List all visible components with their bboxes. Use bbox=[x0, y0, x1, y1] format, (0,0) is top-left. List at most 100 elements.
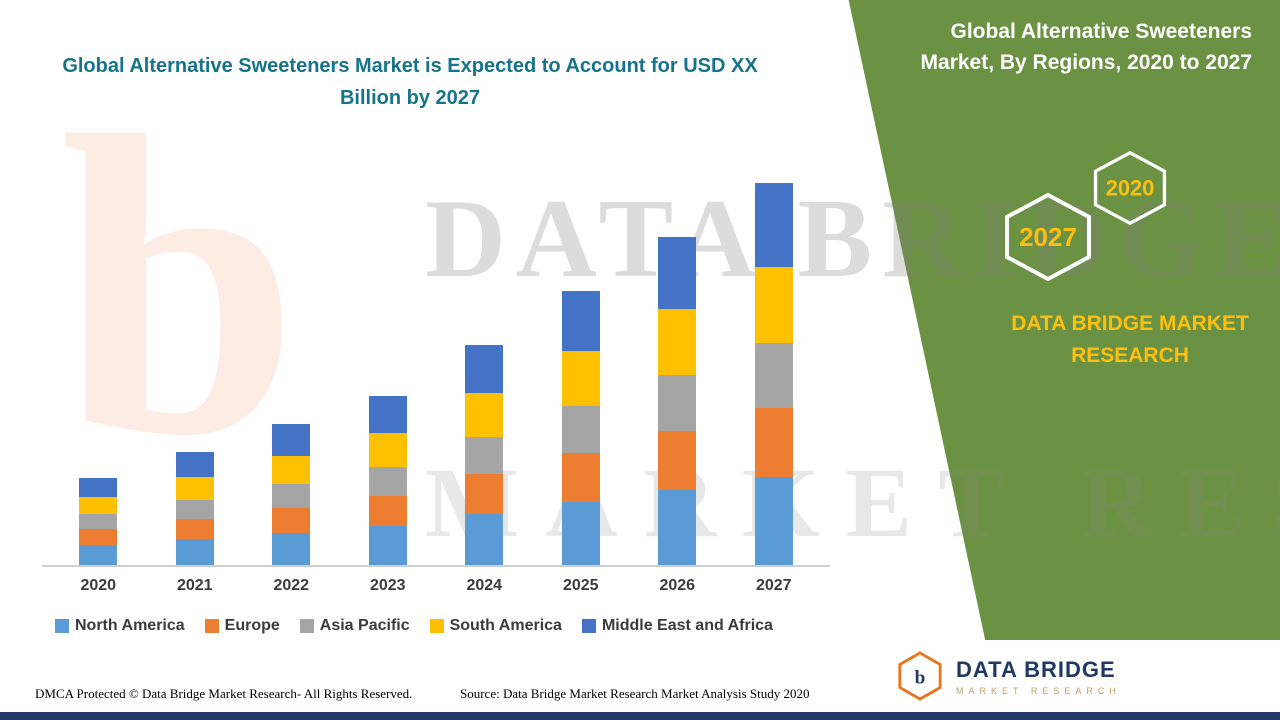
bar-2023 bbox=[368, 396, 407, 565]
bar-segment-south-america bbox=[368, 433, 407, 467]
bar-chart-columns bbox=[50, 180, 822, 565]
logo-name: DATA BRIDGE bbox=[956, 656, 1116, 682]
x-axis-line bbox=[42, 565, 830, 567]
x-axis-labels: 2020 2021 2022 2023 2024 2025 2026 2027 bbox=[50, 577, 822, 595]
legend-item-middle-east-and-africa: Middle East and Africa bbox=[581, 617, 773, 635]
hexagon-2027-label: 2027 bbox=[1019, 222, 1077, 252]
bar-segment-asia-pacific bbox=[272, 484, 311, 508]
source-note: Source: Data Bridge Market Research Mark… bbox=[460, 686, 810, 701]
bar-segment-middle-east-and-africa bbox=[272, 424, 311, 456]
logo-hexagon-outline bbox=[898, 651, 942, 701]
chart-title: Global Alternative Sweeteners Market is … bbox=[62, 55, 758, 109]
legend: North America Europe Asia Pacific South Ame… bbox=[55, 617, 773, 635]
hexagon-2027: 2027 bbox=[1005, 192, 1091, 282]
bar-segment-europe bbox=[368, 496, 407, 526]
bar-segment-middle-east-and-africa bbox=[465, 345, 504, 393]
bar-column-2021 bbox=[147, 452, 244, 565]
x-axis-label-2025: 2025 bbox=[562, 577, 599, 594]
x-axis-label-2021: 2021 bbox=[176, 577, 213, 594]
bar-segment-north-america bbox=[175, 539, 214, 565]
bar-2027 bbox=[754, 183, 793, 565]
legend-item-asia-pacific: Asia Pacific bbox=[299, 617, 410, 635]
bottom-navy-strip bbox=[0, 712, 1280, 720]
bar-segment-north-america bbox=[561, 502, 600, 565]
bar-segment-europe bbox=[754, 408, 793, 477]
bar-segment-middle-east-and-africa bbox=[658, 237, 697, 309]
bar-segment-south-america bbox=[272, 456, 311, 484]
bar-segment-europe bbox=[658, 431, 697, 490]
legend-swatch bbox=[204, 619, 219, 633]
bar-segment-middle-east-and-africa bbox=[561, 291, 600, 351]
x-axis-label-2020: 2020 bbox=[80, 577, 117, 594]
bar-2025 bbox=[561, 291, 600, 565]
bar-segment-middle-east-and-africa bbox=[175, 452, 214, 477]
bar-segment-europe bbox=[79, 529, 118, 545]
bar-2021 bbox=[175, 452, 214, 565]
hexagon-2020: 2020 bbox=[1093, 150, 1167, 226]
bar-2022 bbox=[272, 424, 311, 565]
x-axis-label-2023: 2023 bbox=[369, 577, 406, 594]
bar-segment-south-america bbox=[79, 497, 118, 514]
bar-segment-asia-pacific bbox=[658, 375, 697, 431]
bar-segment-south-america bbox=[561, 351, 600, 406]
legend-item-south-america: South America bbox=[429, 617, 562, 635]
bar-segment-north-america bbox=[465, 514, 504, 565]
legend-swatch bbox=[581, 619, 596, 633]
brand-wordmark: DATA BRIDGE MARKET RESEARCH bbox=[1011, 312, 1249, 367]
bar-segment-south-america bbox=[175, 477, 214, 500]
bar-segment-europe bbox=[561, 453, 600, 502]
legend-swatch bbox=[299, 619, 314, 633]
logo-subtitle: MARKET RESEARCH bbox=[956, 685, 1121, 696]
bar-segment-europe bbox=[272, 508, 311, 533]
x-axis-label-2024: 2024 bbox=[466, 577, 503, 594]
bar-segment-south-america bbox=[754, 267, 793, 343]
bar-segment-middle-east-and-africa bbox=[368, 396, 407, 433]
panel-title: Global Alternative Sweeteners Market, By… bbox=[920, 20, 1252, 74]
dmca-notice: DMCA Protected © Data Bridge Market Rese… bbox=[35, 686, 413, 701]
hexagon-2020-label: 2020 bbox=[1106, 176, 1155, 201]
legend-swatch bbox=[55, 619, 69, 633]
bar-column-2020 bbox=[50, 478, 147, 565]
hexagon-2027-outline bbox=[1005, 192, 1091, 282]
logo-monogram: b bbox=[915, 668, 926, 689]
bar-segment-asia-pacific bbox=[175, 500, 214, 519]
bar-column-2025 bbox=[533, 291, 630, 565]
bar-segment-north-america bbox=[658, 490, 697, 565]
x-axis-label-2026: 2026 bbox=[659, 577, 696, 594]
bar-2026 bbox=[658, 237, 697, 565]
legend-label: Asia Pacific bbox=[319, 617, 410, 634]
x-axis-label-2022: 2022 bbox=[273, 577, 310, 594]
legend-item-europe: Europe bbox=[204, 617, 280, 635]
bar-segment-asia-pacific bbox=[465, 437, 504, 474]
bar-column-2023 bbox=[340, 396, 437, 565]
bar-segment-south-america bbox=[465, 393, 504, 437]
bar-column-2024 bbox=[436, 345, 533, 565]
hexagon-2020-outline bbox=[1093, 150, 1167, 226]
bar-segment-north-america bbox=[368, 526, 407, 565]
logo-hexagon-icon: b bbox=[898, 651, 942, 701]
bar-segment-asia-pacific bbox=[79, 514, 118, 529]
bar-segment-asia-pacific bbox=[561, 406, 600, 453]
legend-swatch bbox=[429, 619, 444, 633]
x-axis-label-2027: 2027 bbox=[755, 577, 792, 594]
legend-label: Europe bbox=[224, 617, 280, 634]
legend-item-north-america: North America bbox=[55, 617, 185, 635]
bar-segment-north-america bbox=[754, 477, 793, 565]
bar-segment-north-america bbox=[79, 545, 118, 565]
bar-segment-south-america bbox=[658, 309, 697, 375]
legend-label: North America bbox=[75, 617, 185, 634]
bar-2024 bbox=[465, 345, 504, 565]
bar-segment-europe bbox=[175, 519, 214, 539]
bar-segment-europe bbox=[465, 474, 504, 514]
logo-box: b DATA BRIDGE MARKET RESEARCH bbox=[878, 640, 1280, 712]
bar-segment-north-america bbox=[272, 533, 311, 565]
legend-label: South America bbox=[449, 617, 562, 634]
bar-column-2027 bbox=[726, 183, 823, 565]
bar-2020 bbox=[79, 478, 118, 565]
bar-column-2026 bbox=[629, 237, 726, 565]
bar-column-2022 bbox=[243, 424, 340, 565]
bar-segment-middle-east-and-africa bbox=[754, 183, 793, 267]
logo-words: DATA BRIDGE MARKET RESEARCH bbox=[956, 657, 1121, 696]
bar-segment-asia-pacific bbox=[368, 467, 407, 496]
